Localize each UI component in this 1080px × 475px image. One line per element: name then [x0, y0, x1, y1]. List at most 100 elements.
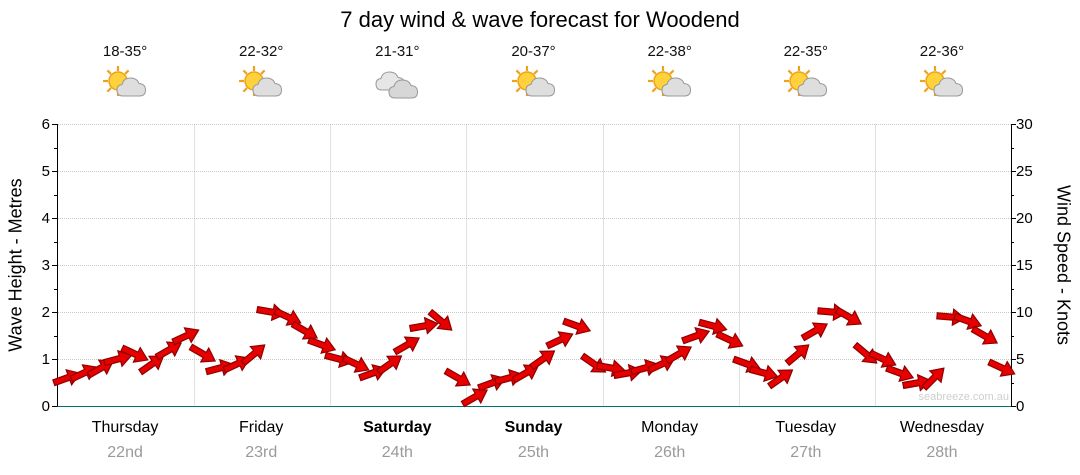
- watermark: seabreeze.com.au: [918, 391, 1010, 403]
- right-axis-tick: [1011, 406, 1016, 407]
- left-axis-tick-label: 5: [41, 163, 50, 180]
- wind-arrow: [168, 321, 203, 350]
- wind-arrow: [151, 334, 186, 365]
- wind-arrow: [713, 326, 748, 355]
- right-axis-minor-tick: [1011, 241, 1014, 243]
- wind-arrow: [508, 358, 543, 389]
- wind-arrow: [101, 346, 135, 371]
- wind-arrow: [764, 362, 799, 394]
- left-axis-minor-tick: [54, 194, 57, 196]
- wind-arrow: [543, 326, 578, 355]
- wind-arrow: [338, 349, 373, 378]
- horizontal-gridline: [58, 218, 1011, 219]
- left-axis-minor-tick: [54, 335, 57, 337]
- wind-arrow: [968, 320, 1003, 351]
- left-axis-tick: [52, 124, 57, 125]
- partly-cloudy-icon: [101, 66, 149, 110]
- day-date-label: 25th: [517, 444, 550, 461]
- day-date-label: 22nd: [107, 444, 143, 461]
- cloudy-icon: [373, 66, 421, 110]
- temperature-range-label: 22-38°: [647, 43, 692, 60]
- horizontal-gridline: [58, 265, 1011, 266]
- partly-cloudy-icon: [510, 66, 558, 110]
- right-axis-tick: [1011, 312, 1016, 313]
- wind-arrow: [526, 343, 561, 375]
- wind-arrow: [798, 316, 833, 347]
- temperature-range-label: 18-35°: [102, 43, 148, 60]
- day-name-label: Sunday: [504, 419, 563, 436]
- wind-arrow: [747, 361, 781, 386]
- wind-arrow: [424, 305, 459, 338]
- temperature-range-label: 20-37°: [511, 43, 556, 60]
- wind-arrow: [457, 381, 492, 412]
- wind-arrow: [185, 339, 220, 370]
- partly-cloudy-icon: [646, 66, 694, 110]
- right-axis-minor-tick: [1011, 194, 1014, 196]
- right-axis-minor-tick: [1011, 382, 1014, 384]
- temperature-range-label: 22-36°: [919, 43, 965, 60]
- right-axis-tick: [1011, 359, 1016, 360]
- day-date-label: 26th: [654, 444, 686, 461]
- wind-arrow: [560, 313, 594, 340]
- right-axis-tick-label: 20: [1016, 210, 1033, 227]
- wind-arrow: [679, 322, 713, 349]
- right-axis-tick-label: 25: [1016, 163, 1033, 180]
- partly-cloudy-icon: [918, 66, 966, 110]
- plot-area: seabreeze.com.au: [51, 124, 1017, 408]
- wind-arrow: [305, 331, 339, 358]
- left-axis-tick-label: 2: [41, 304, 50, 321]
- horizontal-gridline: [58, 312, 1011, 313]
- partly-cloudy-icon: [782, 66, 830, 110]
- left-axis-tick: [52, 312, 57, 313]
- chart-title: 7 day wind & wave forecast for Woodend: [340, 7, 740, 32]
- left-axis-tick: [52, 359, 57, 360]
- wind-arrow: [117, 340, 152, 369]
- wind-arrow: [389, 330, 424, 361]
- day-date-label: 28th: [926, 444, 958, 461]
- day-name-label: Friday: [238, 419, 284, 436]
- day-name-label: Wednesday: [899, 419, 985, 436]
- left-axis-minor-tick: [54, 241, 57, 243]
- right-axis-tick-label: 15: [1016, 257, 1033, 274]
- day-name-label: Tuesday: [775, 419, 837, 436]
- left-axis-tick: [52, 406, 57, 407]
- wind-arrow: [917, 361, 951, 395]
- temperature-range-label: 22-32°: [239, 43, 284, 60]
- wind-arrow: [781, 338, 816, 371]
- right-axis-tick-label: 30: [1016, 116, 1033, 133]
- right-axis-minor-tick: [1011, 288, 1014, 290]
- day-name-label: Thursday: [91, 419, 159, 436]
- right-axis-tick: [1011, 218, 1016, 219]
- right-axis-tick-label: 0: [1016, 398, 1025, 415]
- right-axis-tick: [1011, 171, 1016, 172]
- right-axis-tick-label: 10: [1016, 304, 1033, 321]
- left-axis-minor-tick: [54, 288, 57, 290]
- partly-cloudy-icon: [237, 66, 285, 110]
- left-axis-tick: [52, 218, 57, 219]
- day-name-label: Monday: [641, 419, 699, 436]
- right-axis-minor-tick: [1011, 147, 1014, 149]
- right-axis-tick: [1011, 124, 1016, 125]
- left-axis-tick-label: 3: [41, 257, 50, 274]
- wind-arrow: [440, 363, 475, 394]
- horizontal-gridline: [58, 124, 1011, 125]
- wind-arrow: [134, 348, 169, 380]
- day-name-label: Saturday: [363, 419, 432, 436]
- wind-arrow: [883, 360, 917, 387]
- left-axis-minor-tick: [54, 147, 57, 149]
- wind-arrow: [236, 338, 271, 371]
- wind-arrow: [372, 348, 407, 380]
- temperature-range-label: 21-31°: [375, 43, 420, 60]
- day-date-label: 27th: [790, 444, 822, 461]
- wind-arrow: [408, 315, 441, 338]
- left-axis-tick-label: 6: [41, 116, 50, 133]
- wind-arrow: [662, 339, 697, 370]
- right-axis-tick-label: 5: [1016, 351, 1025, 368]
- left-axis-tick: [52, 171, 57, 172]
- right-axis-tick: [1011, 265, 1016, 266]
- horizontal-gridline: [58, 359, 1011, 360]
- right-axis-minor-tick: [1011, 335, 1014, 337]
- left-axis-tick-label: 1: [41, 351, 50, 368]
- day-date-label: 24th: [381, 444, 413, 461]
